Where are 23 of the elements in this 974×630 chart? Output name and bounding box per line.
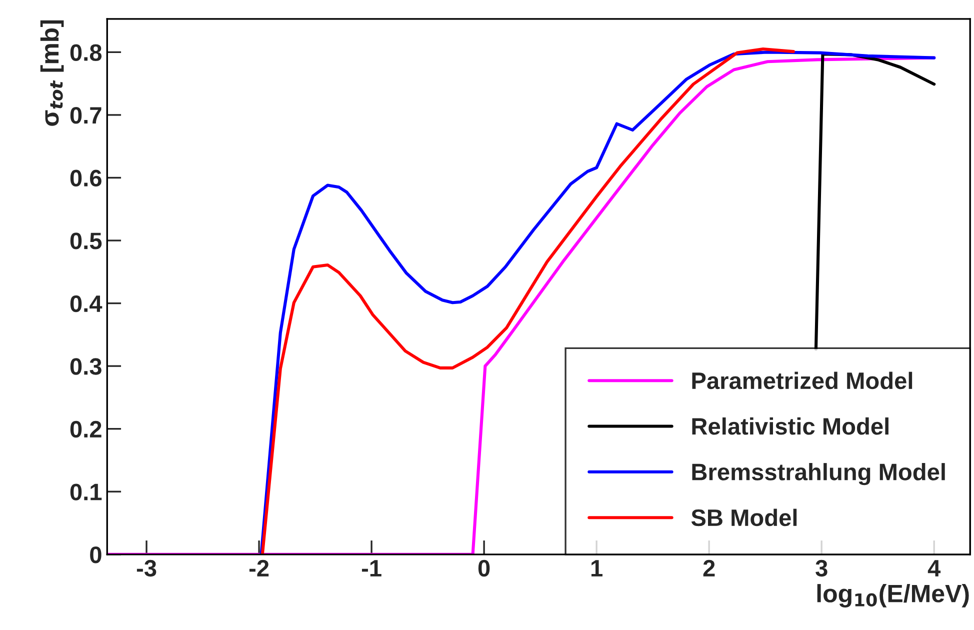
y-tick-label: 0.3 [70, 358, 102, 375]
x-tick-label: 3 [816, 560, 828, 577]
y-tick-label: 0.8 [70, 44, 102, 61]
legend-label: Relativistic Model [692, 417, 888, 435]
y-tick-label: 0.5 [70, 232, 102, 250]
x-tick-label: 1 [591, 560, 602, 576]
x-tick-label: 0 [478, 560, 490, 577]
legend-label: SB Model [691, 508, 797, 526]
x-tick-label: 4 [928, 560, 941, 576]
y-tick-label: 0.4 [70, 295, 102, 312]
y-tick-label: 0 [90, 546, 102, 564]
x-axis-title: log$_{10}$(E/MeV) [817, 584, 969, 608]
y-tick-label: 0.6 [70, 170, 102, 187]
x-tick-label: -2 [249, 560, 269, 576]
legend-label: Bremsstrahlung Model [692, 463, 945, 486]
y-tick-label: 0.2 [70, 420, 102, 438]
y-tick-label: 0.7 [70, 107, 102, 124]
x-tick-label: 2 [703, 560, 715, 576]
y-axis-title: σ$_{tot}$ [mb] [40, 20, 64, 126]
x-tick-label: -1 [362, 560, 382, 576]
x-tick-label: -3 [136, 560, 156, 577]
y-tick-label: 0.1 [70, 484, 102, 500]
legend-label: Parametrized Model [692, 372, 912, 390]
